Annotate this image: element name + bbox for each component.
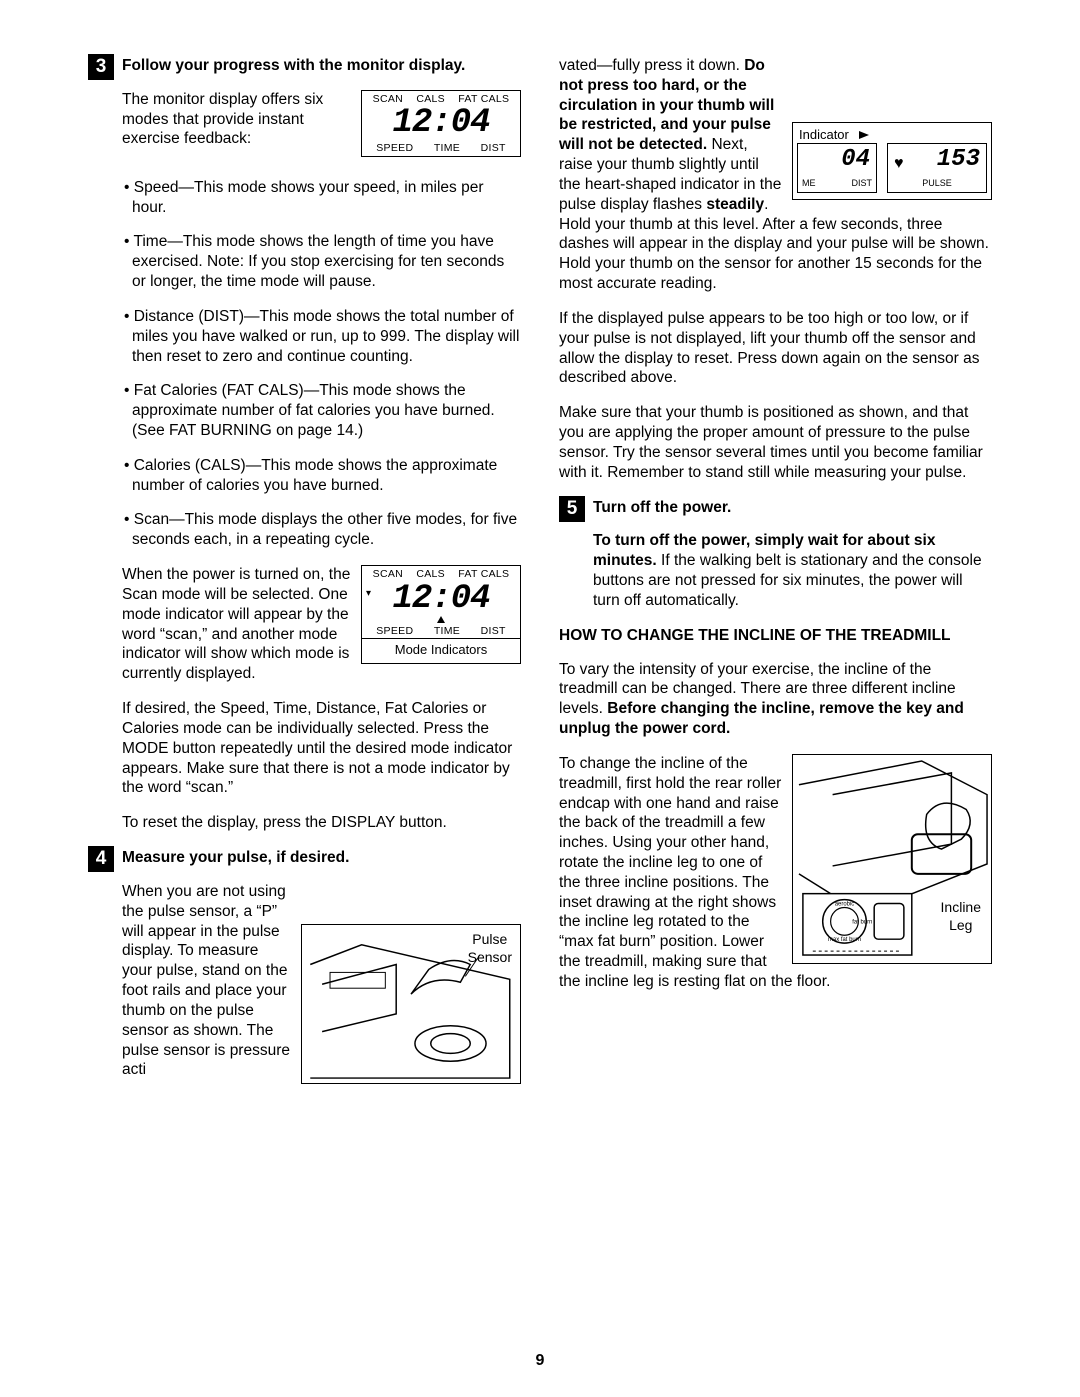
step-4-body: PulseSensor When you are not using the p…	[122, 882, 521, 1084]
bullet-cals: Calories (CALS)—This mode shows the appr…	[122, 456, 521, 496]
incline-p2-text: To change the incline of the treadmill, …	[559, 755, 830, 990]
svg-text:aerobic: aerobic	[835, 901, 855, 907]
lcd2-bot-speed: SPEED	[376, 625, 413, 638]
lcd2-value: 12:04	[362, 582, 520, 616]
bullet-time: Time—This mode shows the length of time …	[122, 232, 521, 291]
lcd2-bot-dist: DIST	[481, 625, 506, 638]
lcd-figure-2: SCAN CALS FAT CALS ▾ 12:04 SPEED TIME DI…	[361, 565, 521, 664]
step-5-header: 5 Turn off the power.	[559, 498, 992, 518]
step-number-3: 3	[88, 54, 114, 80]
step-4-text: When you are not using the pulse sensor,…	[122, 883, 290, 1078]
svg-text:fat burn: fat burn	[852, 919, 872, 925]
dist-lbl-dist: DIST	[851, 178, 872, 190]
bullet-scan: Scan—This mode displays the other five m…	[122, 510, 521, 550]
step-number-5: 5	[559, 496, 585, 522]
indicator-label: Indicator	[799, 127, 849, 144]
scan-para-c: To reset the display, press the DISPLAY …	[122, 813, 521, 833]
right-column: Indicator 04 ME DIST ♥ 153 PULSE vated—f…	[559, 56, 992, 1084]
step-4-header: 4 Measure your pulse, if desired.	[88, 848, 521, 868]
pulse-box: ♥ 153 PULSE	[887, 143, 987, 193]
lcd1-bot-time: TIME	[434, 142, 460, 155]
step-3-header: 3 Follow your progress with the monitor …	[88, 56, 521, 76]
scan-para-a: When the power is turned on, the Scan mo…	[122, 566, 350, 682]
scan-para-b: If desired, the Speed, Time, Distance, F…	[122, 699, 521, 798]
incline-heading: HOW TO CHANGE THE INCLINE OF THE TREADMI…	[559, 626, 992, 646]
lcd1-value: 12:04	[362, 106, 520, 140]
pulse-sensor-figure: PulseSensor	[301, 924, 521, 1084]
cont1-a: vated—fully press it down.	[559, 57, 744, 74]
dist-box: 04 ME DIST	[797, 143, 877, 193]
lcd1-bot-speed: SPEED	[376, 142, 413, 155]
bullet-fatcals: Fat Calories (FAT CALS)—This mode shows …	[122, 381, 521, 440]
step-5-body: To turn off the power, simply wait for a…	[559, 531, 992, 610]
svg-text:max fat burn: max fat burn	[828, 937, 861, 943]
page-number: 9	[0, 1351, 1080, 1371]
incline-leg-label: InclineLeg	[941, 899, 981, 935]
incline-p1-b: Before changing the incline, remove the …	[559, 700, 964, 737]
step-5-title: Turn off the power.	[593, 499, 731, 516]
pulse-p2: If the displayed pulse appears to be too…	[559, 309, 992, 388]
indicator-arrow-icon	[859, 131, 869, 139]
step-3-intro-text: The monitor display offers six modes tha…	[122, 91, 323, 148]
step-number-4: 4	[88, 846, 114, 872]
step-3-intro-block: SCAN CALS FAT CALS 12:04 SPEED TIME DIST…	[122, 90, 521, 163]
pulse-sensor-label: PulseSensor	[468, 931, 512, 967]
cont1-d: steadily	[706, 196, 764, 213]
incline-p2-block: aerobic fat burn max fat burn InclineLeg…	[559, 754, 992, 992]
pulse-lbl: PULSE	[888, 178, 986, 190]
lcd1-bot-dist: DIST	[481, 142, 506, 155]
dist-value: 04	[798, 144, 876, 172]
lcd2-bot-time: TIME	[434, 625, 460, 638]
left-column: 3 Follow your progress with the monitor …	[88, 56, 521, 1084]
dist-lbl-me: ME	[802, 178, 816, 190]
pulse-continuation: Indicator 04 ME DIST ♥ 153 PULSE vated—f…	[559, 56, 992, 294]
mode-indicators-caption: Mode Indicators	[362, 639, 520, 663]
scan-mode-block: SCAN CALS FAT CALS ▾ 12:04 SPEED TIME DI…	[122, 565, 521, 684]
step-4-title: Measure your pulse, if desired.	[122, 849, 349, 866]
pulse-p3: Make sure that your thumb is positioned …	[559, 403, 992, 482]
heart-icon: ♥	[894, 154, 904, 174]
bullet-speed: Speed—This mode shows your speed, in mil…	[122, 178, 521, 218]
lcd-figure-1: SCAN CALS FAT CALS 12:04 SPEED TIME DIST	[361, 90, 521, 157]
bullet-dist: Distance (DIST)—This mode shows the tota…	[122, 307, 521, 366]
incline-figure: aerobic fat burn max fat burn InclineLeg	[792, 754, 992, 964]
step-3-title: Follow your progress with the monitor di…	[122, 57, 465, 74]
incline-p1: To vary the intensity of your exercise, …	[559, 660, 992, 739]
pulse-display-figure: Indicator 04 ME DIST ♥ 153 PULSE	[792, 122, 992, 200]
